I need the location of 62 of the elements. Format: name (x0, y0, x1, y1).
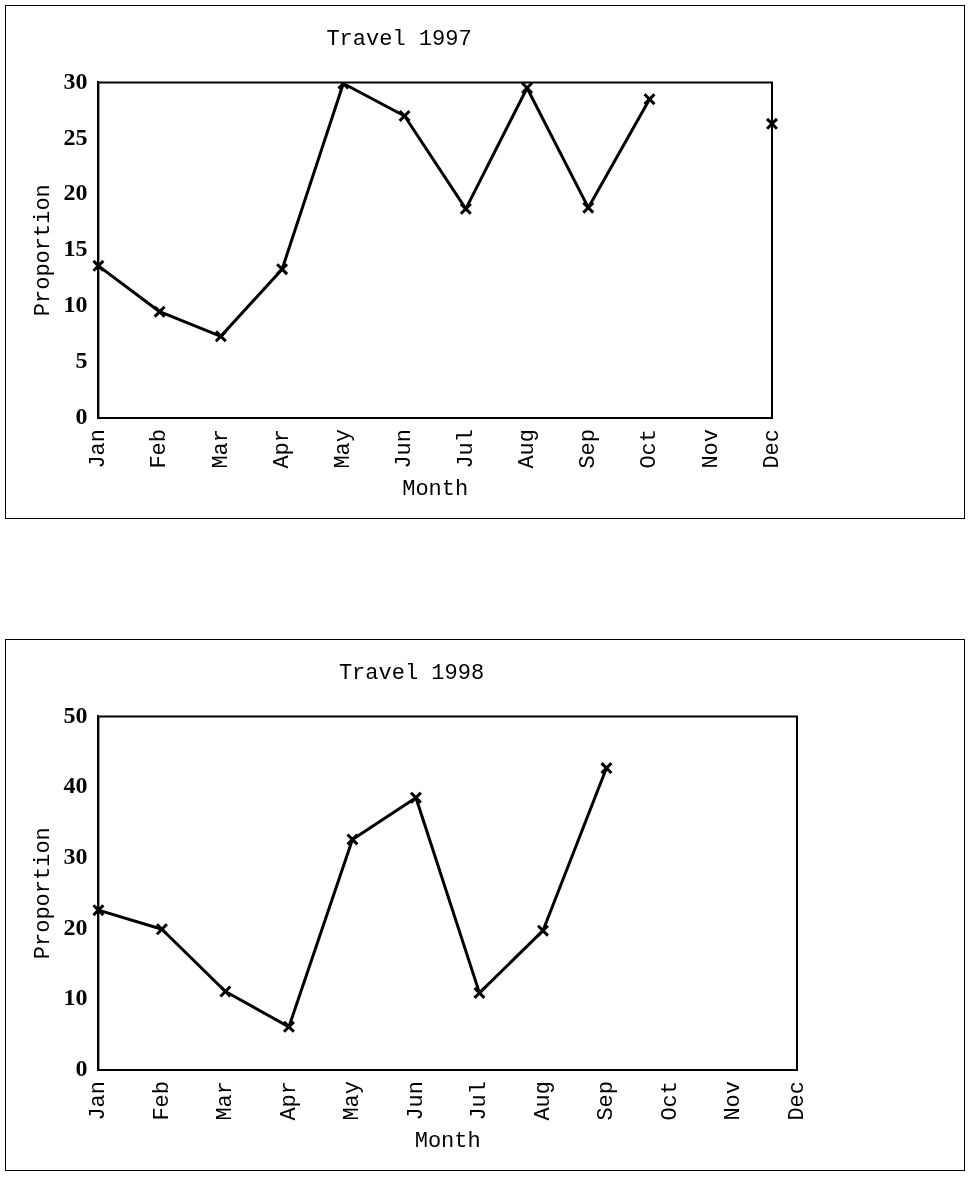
point (409, 791, 423, 805)
y-tick-label: 5 (75, 347, 88, 374)
point (765, 117, 779, 131)
point (459, 202, 473, 216)
point (643, 92, 656, 106)
x-tick-label: Nov (698, 428, 724, 469)
y-tick-label: 25 (63, 123, 88, 150)
x-tick-label: Mar (208, 428, 234, 469)
point (536, 924, 550, 938)
y-tick-label: 50 (63, 701, 88, 728)
point (214, 329, 228, 343)
x-tick-label: Jul (453, 428, 479, 469)
x-tick-label: Sep (594, 1080, 620, 1121)
x-tick-label: Jul (467, 1080, 493, 1121)
x-tick-label: Jun (403, 1080, 429, 1121)
point (473, 986, 486, 1000)
point (153, 305, 167, 319)
x-tick-label: May (340, 1080, 366, 1121)
x-tick-label: Sep (576, 428, 602, 469)
x-tick-label: May (331, 428, 357, 469)
y-tick-label: 30 (63, 67, 88, 94)
x-tick-label: Feb (147, 428, 173, 469)
x-tick-label: Dec (784, 1080, 810, 1121)
x-tick-label: Oct (657, 1080, 683, 1121)
chart-title: Travel 1997 (326, 27, 472, 53)
point (600, 761, 613, 775)
x-axis-title: Month (402, 476, 469, 502)
point (520, 82, 534, 95)
x-tick-label: Mar (213, 1080, 239, 1121)
x-tick-label: Feb (149, 1080, 175, 1121)
point (275, 262, 289, 276)
y-tick-label: 10 (63, 984, 88, 1011)
point (345, 833, 359, 846)
point (398, 109, 412, 123)
x-tick-label: Jan (86, 428, 112, 469)
x-tick-label: Aug (514, 428, 540, 469)
y-tick-label: 15 (63, 235, 88, 262)
y-axis-title: Proportion (31, 827, 57, 960)
point (218, 985, 232, 998)
point (581, 201, 595, 215)
x-tick-label: Oct (637, 428, 663, 469)
y-tick-label: 10 (63, 291, 88, 318)
x-tick-label: Dec (759, 428, 785, 469)
y-tick-label: 30 (63, 843, 88, 870)
y-tick-label: 20 (63, 913, 88, 940)
x-tick-label: Nov (721, 1080, 747, 1121)
x-tick-label: Aug (530, 1080, 556, 1121)
point (282, 1020, 296, 1034)
y-tick-label: 0 (75, 1055, 88, 1082)
x-tick-label: Apr (276, 1080, 302, 1121)
x-tick-label: Jun (392, 428, 418, 469)
x-tick-label: Apr (269, 428, 295, 469)
chart-title: Travel 1998 (338, 661, 485, 687)
y-tick-label: 20 (63, 179, 88, 206)
point (155, 922, 169, 936)
x-axis-title: Month (414, 1128, 481, 1154)
y-tick-label: 40 (63, 772, 88, 799)
point (91, 903, 105, 917)
point (91, 259, 105, 273)
y-tick-label: 0 (75, 403, 88, 430)
y-axis-title: Proportion (31, 184, 57, 317)
x-tick-label: Jan (86, 1080, 112, 1121)
